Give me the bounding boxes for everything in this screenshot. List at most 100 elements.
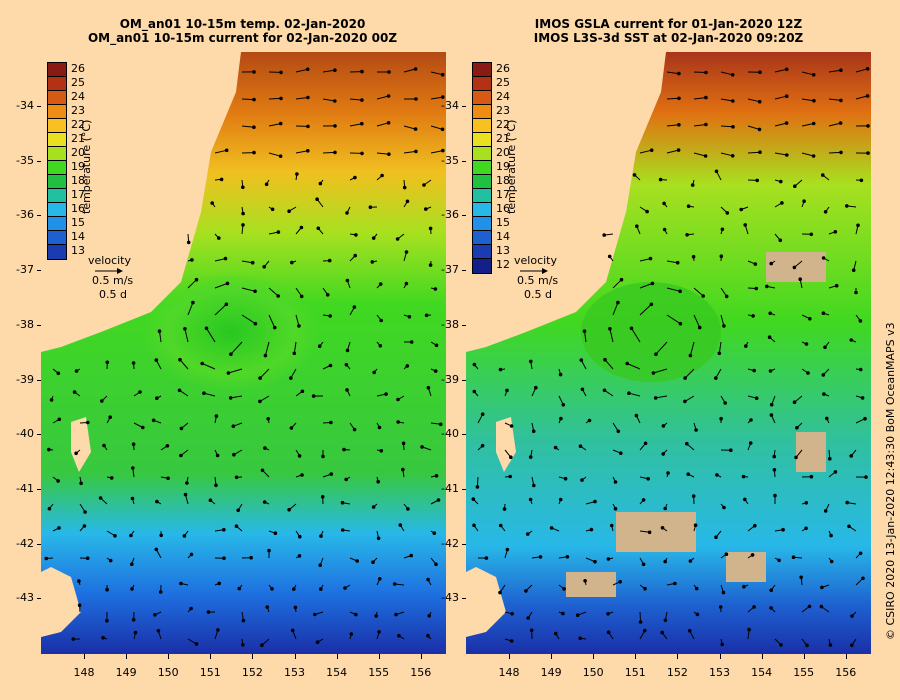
velocity-arrow-head — [606, 630, 611, 635]
velocity-arrow — [655, 341, 668, 355]
velocity-arrow-head — [74, 451, 78, 456]
velocity-arrow — [241, 98, 255, 101]
velocity-arrow-head — [319, 587, 323, 591]
velocity-arrow-head — [253, 289, 257, 294]
left-panel-title: OM_an01 10-15m temp. 02-Jan-2020 OM_an01… — [40, 17, 445, 45]
velocity-arrow-head — [100, 399, 104, 403]
legend-label: 26 — [71, 62, 85, 75]
velocity-arrow — [747, 98, 760, 103]
latitude-label: -42 — [441, 536, 459, 550]
velocity-arrow-head — [858, 319, 863, 323]
latitude-tick — [37, 434, 41, 436]
velocity-arrow-head — [438, 422, 443, 427]
velocity-arrow-head — [155, 499, 159, 504]
latitude-label: -43 — [441, 591, 459, 605]
velocity-arrow-head — [360, 69, 364, 74]
velocity-arrow-head — [505, 547, 510, 552]
latitude-label: -38 — [441, 317, 459, 331]
right-legend-title: temperature (°C) — [505, 119, 518, 214]
velocity-arrow-head — [793, 184, 797, 188]
velocity-arrow-head — [767, 335, 772, 340]
longitude-tick — [126, 654, 128, 659]
velocity-arrow — [666, 287, 681, 292]
left-map[interactable] — [41, 52, 446, 654]
velocity-arrow-head — [833, 470, 838, 474]
velocity-arrow-head — [722, 505, 726, 510]
velocity-arrow-head — [189, 552, 194, 557]
velocity-arrow-head — [769, 402, 774, 407]
velocity-arrow-head — [805, 643, 809, 648]
velocity-arrow — [693, 314, 701, 328]
velocity-arrow-head — [720, 642, 725, 647]
velocity-arrow-head — [278, 121, 283, 126]
velocity-arrow-head — [222, 527, 226, 532]
velocity-arrow-head — [752, 605, 756, 609]
velocity-arrow — [666, 97, 680, 100]
velocity-arrow-head — [749, 418, 753, 422]
velocity-arrow-head — [214, 483, 218, 488]
velocity-arrow-head — [703, 154, 708, 158]
legend-label: 18 — [71, 174, 85, 187]
velocity-arrow — [801, 123, 814, 127]
velocity-arrow-head — [340, 500, 345, 505]
velocity-arrow — [689, 341, 695, 356]
velocity-arrow-head — [562, 587, 566, 591]
velocity-arrow-head — [678, 289, 682, 294]
velocity-arrow — [295, 68, 308, 73]
velocity-arrow-head — [613, 506, 618, 511]
velocity-arrow-head — [434, 343, 439, 348]
velocity-arrow — [774, 68, 787, 73]
velocity-arrow-head — [182, 534, 187, 538]
velocity-arrow-head — [559, 416, 563, 421]
velocity-arrow — [693, 71, 707, 73]
velocity-arrow-head — [589, 527, 594, 532]
velocity-arrow-head — [784, 67, 789, 72]
legend-label: 13 — [496, 244, 510, 257]
velocity-arrow-head — [371, 236, 376, 240]
velocity-arrow-head — [329, 472, 334, 476]
velocity-arrow-head — [819, 604, 824, 609]
velocity-arrow-head — [480, 443, 485, 448]
latitude-tick — [462, 543, 466, 545]
velocity-arrow-head — [856, 223, 860, 228]
latitude-tick — [37, 488, 41, 490]
velocity-arrow-head — [538, 555, 543, 559]
velocity-arrow-head — [643, 628, 647, 633]
velocity-arrow-head — [224, 148, 229, 153]
velocity-arrow-head — [372, 370, 377, 375]
velocity-arrow-head — [333, 124, 337, 128]
velocity-arrow-head — [387, 70, 391, 74]
velocity-arrow-head — [772, 468, 777, 472]
velocity-arrow-head — [714, 169, 719, 174]
velocity-arrow-head — [179, 426, 184, 431]
velocity-arrow — [609, 328, 614, 343]
left-velocity-speed: 0.5 m/s — [92, 274, 134, 287]
velocity-arrow — [720, 125, 734, 128]
velocity-arrow-head — [321, 454, 325, 459]
velocity-arrow-head — [780, 201, 784, 205]
velocity-arrow-head — [352, 305, 357, 309]
velocity-arrow-head — [721, 590, 726, 595]
right-map[interactable] — [466, 52, 871, 654]
velocity-arrow-head — [315, 640, 320, 645]
legend-label: 24 — [496, 90, 510, 103]
velocity-arrow-head — [108, 558, 113, 563]
velocity-arrow-head — [189, 606, 193, 611]
velocity-arrow-head — [185, 481, 189, 485]
velocity-arrow-head — [704, 70, 708, 75]
velocity-arrow-head — [663, 618, 668, 623]
velocity-arrow-head — [401, 441, 406, 446]
legend-label: 20 — [71, 146, 85, 159]
latitude-tick — [462, 488, 466, 490]
legend-label: 14 — [496, 230, 510, 243]
left-velocity-arrows — [44, 67, 445, 648]
longitude-tick — [168, 654, 170, 659]
velocity-arrow-head — [758, 70, 762, 75]
velocity-arrow-head — [528, 455, 533, 459]
velocity-arrow-head — [607, 254, 612, 259]
velocity-arrow-head — [579, 358, 584, 362]
velocity-arrow-head — [354, 233, 358, 237]
velocity-arrow-head — [241, 211, 245, 216]
velocity-arrow-head — [609, 523, 614, 528]
velocity-arrow-head — [603, 357, 607, 362]
